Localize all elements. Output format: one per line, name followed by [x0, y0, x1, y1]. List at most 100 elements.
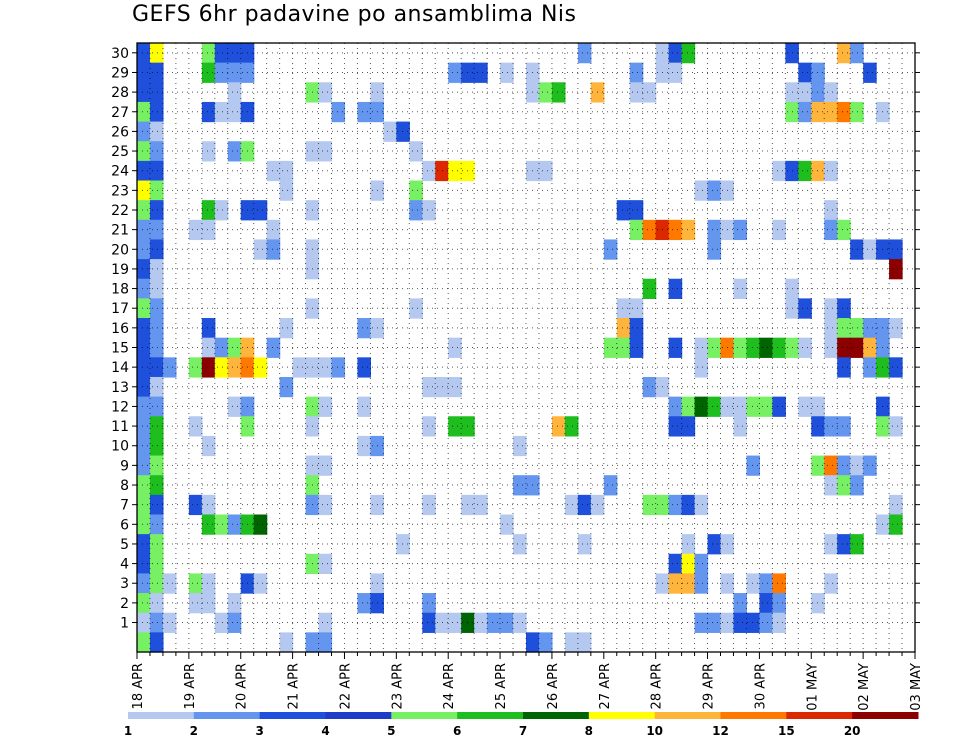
colorbar-swatch [720, 712, 787, 719]
heatmap-cell [149, 219, 164, 241]
heatmap-cell [137, 318, 151, 339]
heatmap-cell [694, 180, 709, 201]
heatmap-cell [668, 494, 683, 516]
heatmap-cell [149, 62, 164, 83]
heatmap-cell [448, 416, 462, 437]
heatmap-cell [837, 318, 851, 339]
heatmap-cell [227, 82, 242, 103]
heatmap-cell [137, 121, 151, 142]
heatmap-cell [422, 494, 436, 516]
heatmap-cell [409, 298, 423, 319]
heatmap-cell [253, 200, 268, 221]
heatmap-cell [201, 318, 216, 339]
x-tick-label: 30 APR [753, 663, 768, 709]
colorbar-swatch [457, 712, 524, 719]
heatmap-cell [733, 219, 748, 241]
heatmap-cell [201, 593, 216, 614]
heatmap-cell [318, 632, 333, 653]
heatmap-cell [759, 337, 773, 358]
heatmap-cell [149, 514, 164, 535]
heatmap-cell [357, 396, 371, 417]
heatmap-cell [149, 141, 164, 162]
heatmap-cell [149, 82, 164, 103]
colorbar-swatch [852, 712, 919, 719]
heatmap-cell [759, 593, 773, 614]
y-tick-label: 19 [111, 262, 129, 278]
y-tick-label: 22 [111, 203, 129, 219]
heatmap-cell [188, 593, 203, 614]
heatmap-cell [837, 337, 851, 358]
x-tick-label: 20 APR [235, 663, 250, 709]
heatmap-cell [772, 396, 786, 417]
heatmap-cell [162, 573, 177, 594]
heatmap-cell [227, 43, 242, 64]
heatmap-cell [487, 612, 501, 633]
heatmap-cell [149, 573, 164, 594]
y-tick-label: 15 [111, 341, 129, 357]
heatmap-cell [824, 573, 838, 594]
heatmap-cell [318, 141, 333, 162]
heatmap-cell [149, 160, 164, 182]
heatmap-cell [681, 396, 696, 417]
heatmap-cell [214, 357, 229, 378]
y-tick-label: 11 [111, 419, 129, 435]
heatmap-cell [642, 376, 657, 398]
heatmap-cell [188, 416, 203, 437]
heatmap-cell [318, 357, 333, 378]
heatmap-cell [707, 180, 722, 201]
heatmap-cell [798, 101, 812, 123]
heatmap-cell [850, 239, 864, 260]
y-tick-label: 2 [120, 596, 129, 612]
heatmap-cell [824, 200, 838, 221]
heatmap-cell [772, 160, 786, 182]
heatmap-cell [694, 494, 709, 516]
heatmap-cell [500, 612, 514, 633]
heatmap-cell [668, 62, 683, 83]
heatmap-cell [201, 514, 216, 535]
heatmap-cell [551, 82, 566, 103]
y-tick-label: 14 [111, 360, 129, 376]
heatmap-cell [266, 160, 281, 182]
y-tick-label: 18 [111, 282, 129, 298]
heatmap-cell [137, 259, 151, 280]
heatmap-cell [474, 62, 488, 83]
heatmap-cell [733, 278, 748, 299]
heatmap-cell [137, 435, 151, 457]
heatmap-cell [448, 337, 462, 358]
heatmap-cell [681, 573, 696, 594]
heatmap-cell [772, 612, 786, 633]
heatmap-cell [149, 475, 164, 496]
heatmap-cell [603, 337, 618, 358]
heatmap-cell [137, 219, 151, 241]
heatmap-cell [746, 396, 760, 417]
heatmap-cell [137, 298, 151, 319]
heatmap-cell [201, 219, 216, 241]
heatmap-cell [201, 435, 216, 457]
heatmap-cell [422, 160, 436, 182]
y-tick-label: 26 [111, 124, 129, 140]
heatmap-cell [564, 416, 579, 437]
heatmap-cell [629, 62, 644, 83]
heatmap-cell [500, 514, 514, 535]
heatmap-cell [824, 534, 838, 555]
heatmap-cell [733, 337, 748, 358]
heatmap-cell [850, 101, 864, 123]
heatmap-cell [500, 62, 514, 83]
heatmap-cell [137, 180, 151, 201]
heatmap-cell [137, 494, 151, 516]
heatmap-cell [137, 160, 151, 182]
heatmap-cell [668, 416, 683, 437]
heatmap-cell [149, 278, 164, 299]
colorbar-swatch [128, 712, 195, 719]
heatmap-cell [694, 553, 709, 575]
heatmap-cell [279, 160, 294, 182]
y-tick-label: 16 [111, 321, 129, 337]
heatmap-cell [668, 573, 683, 594]
colorbar-label: 6 [453, 724, 461, 738]
heatmap-cell [137, 43, 151, 64]
heatmap-cell [837, 416, 851, 437]
heatmap-cell [564, 494, 579, 516]
heatmap-cell [331, 101, 346, 123]
heatmap-cell [616, 337, 631, 358]
heatmap-cell [707, 612, 722, 633]
